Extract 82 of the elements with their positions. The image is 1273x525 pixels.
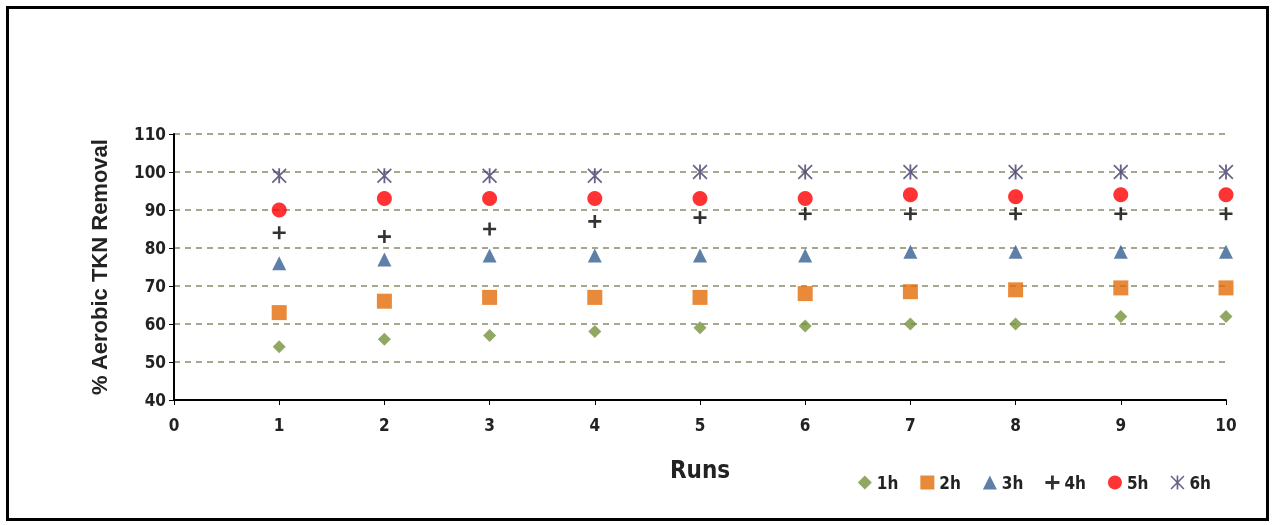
point [692,164,708,180]
point [1113,187,1129,203]
point [1218,280,1234,296]
x-tick-label: 7 [905,414,916,435]
point [1008,189,1024,205]
point [903,317,917,331]
x-tick-label: 10 [1215,414,1237,435]
x-tick-label: 2 [379,414,390,435]
point [692,289,708,305]
point [693,321,707,335]
x-tick-label: 9 [1115,414,1127,435]
y-tick-label: 80 [144,238,166,258]
x-tick-label: 5 [694,414,706,435]
point [377,252,392,267]
x-tick-label: 3 [484,414,495,435]
point [377,332,391,346]
point [1114,309,1128,323]
point [587,289,603,305]
y-tick-label: 40 [144,390,166,410]
point [588,214,602,228]
point [587,191,603,207]
point [693,211,707,225]
legend-label: 2h [939,472,961,493]
legend-label: 4h [1064,472,1086,493]
point [1113,244,1128,259]
point [1113,164,1129,180]
point [692,191,708,207]
point [482,289,498,305]
x-tick-label: 8 [1010,414,1021,435]
point [1113,280,1129,296]
point [377,230,391,244]
point [587,248,602,263]
point [1218,187,1234,203]
point [271,202,287,218]
point [376,191,392,207]
x-tick-label: 1 [273,414,285,435]
point [902,284,918,300]
x-tick-label: 0 [168,414,180,435]
point [1008,282,1024,298]
y-tick-label: 50 [144,352,166,372]
y-tick-label: 70 [144,276,166,296]
legend-label: 1h [876,472,899,493]
point [272,226,286,240]
legend-label: 6h [1189,472,1212,493]
legend-label: 3h [1001,472,1024,493]
point [797,286,813,302]
y-tick-label: 90 [144,200,166,220]
point [902,187,918,203]
point [272,340,286,354]
point [482,191,498,207]
point [797,164,813,180]
point [903,207,917,221]
point [483,328,497,342]
point [588,325,602,339]
y-axis-title: % Aerobic TKN Removal [86,139,112,395]
point [798,319,812,333]
point [271,305,287,321]
x-tick-label: 4 [589,414,601,435]
point [1219,244,1233,259]
point [376,293,392,309]
legend-label: 5h [1126,472,1149,493]
y-tick-label: 110 [134,124,166,144]
x-tick-label: 6 [799,414,811,435]
point [1219,309,1233,323]
point [797,191,813,207]
point [587,168,603,184]
point [1008,244,1023,259]
y-tick-label: 100 [134,162,166,182]
point [693,248,707,263]
point [271,168,287,184]
y-tick-label: 60 [144,314,166,334]
point [903,244,918,259]
point [1009,207,1023,221]
point [1218,164,1234,180]
point [1009,317,1023,331]
x-axis-title: Runs [669,456,731,484]
point [483,222,497,236]
point [482,248,497,263]
point [272,256,287,271]
point [798,207,812,221]
point [482,168,498,184]
point [798,248,813,263]
